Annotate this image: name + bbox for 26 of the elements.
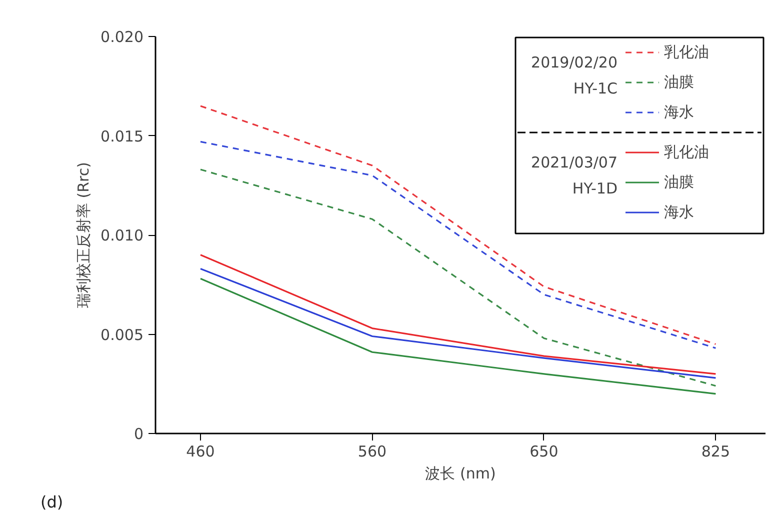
line-series — [200, 140, 716, 349]
y-tick-label: 0.010 — [100, 226, 144, 244]
x-axis-title: 波长 (nm) — [425, 464, 496, 482]
y-tick-label: 0.020 — [100, 28, 144, 46]
annotation: HY-1D — [572, 180, 618, 198]
y-tick-label: 0.015 — [100, 127, 144, 146]
line-series — [200, 168, 716, 387]
x-tick-label: 560 — [358, 442, 387, 460]
legend-label: 乳化油 — [664, 42, 709, 62]
line-series — [200, 105, 716, 345]
x-tick-label: 650 — [530, 442, 558, 460]
legend-label: 油膜 — [664, 72, 694, 92]
annotation: 2021/03/07 — [531, 154, 618, 172]
text: (d) — [40, 492, 64, 512]
annotation: 2019/02/20 — [531, 54, 618, 72]
x-tick-label: 825 — [701, 442, 730, 460]
legend-label: 乳化油 — [664, 142, 709, 162]
x-tick-label: 460 — [186, 442, 215, 460]
line-series — [200, 278, 716, 395]
legend-label: 油膜 — [664, 172, 694, 192]
legend-label: 海水 — [664, 202, 694, 222]
y-tick-label: 0 — [134, 425, 144, 443]
annotation: HY-1C — [573, 80, 618, 98]
legend-label: 海水 — [664, 102, 694, 122]
y-axis-title: 瑞利校正反射率 (Rrc) — [74, 162, 93, 308]
y-tick-label: 0.005 — [100, 326, 144, 344]
